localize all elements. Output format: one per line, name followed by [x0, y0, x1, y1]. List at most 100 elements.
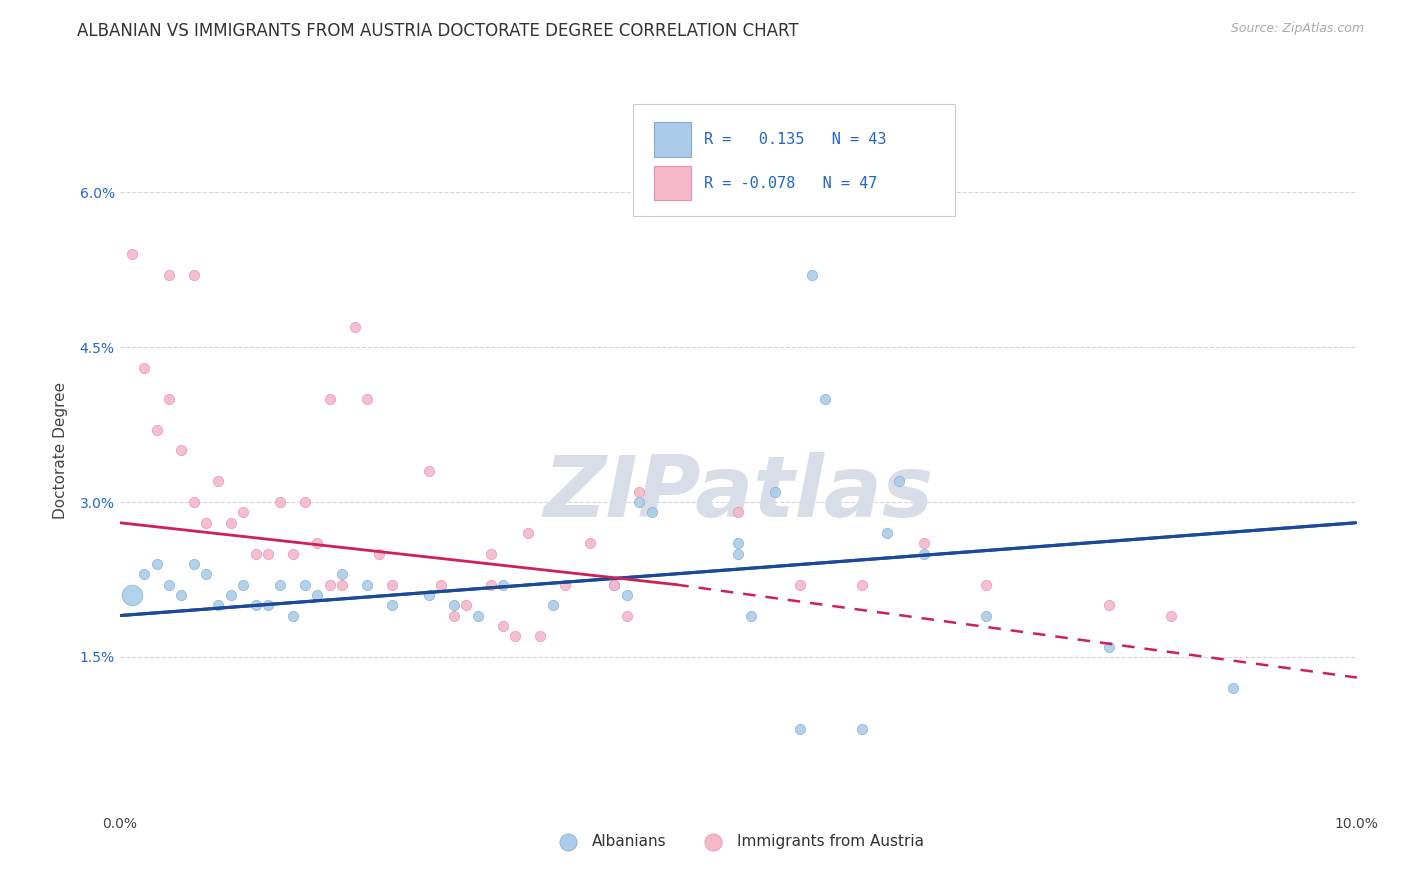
Point [454, 599, 477, 613]
Point [319, 577, 342, 591]
Y-axis label: Doctorate Degree: Doctorate Degree [53, 382, 69, 519]
Point [789, 722, 811, 736]
Point [245, 599, 267, 613]
Point [307, 536, 329, 550]
Point [763, 484, 786, 499]
Point [479, 577, 502, 591]
Point [887, 475, 910, 489]
Point [516, 526, 538, 541]
Point [368, 547, 391, 561]
Point [257, 599, 280, 613]
Point [443, 599, 465, 613]
Point [727, 547, 749, 561]
Point [603, 577, 626, 591]
Point [307, 588, 329, 602]
Point [219, 588, 242, 602]
Point [219, 516, 242, 530]
Point [269, 495, 291, 509]
Point [232, 577, 254, 591]
Point [356, 392, 378, 406]
Point [492, 577, 515, 591]
Point [121, 588, 143, 602]
Point [269, 577, 291, 591]
Point [330, 567, 353, 582]
Point [319, 392, 342, 406]
Point [443, 608, 465, 623]
Point [245, 547, 267, 561]
FancyBboxPatch shape [633, 103, 955, 216]
Point [381, 599, 404, 613]
Point [183, 495, 205, 509]
Point [851, 722, 873, 736]
Point [505, 629, 527, 643]
Point [616, 588, 638, 602]
Point [851, 577, 873, 591]
Point [616, 608, 638, 623]
Text: R =   0.135   N = 43: R = 0.135 N = 43 [703, 132, 886, 147]
Point [330, 577, 353, 591]
Point [640, 505, 662, 519]
Point [912, 536, 935, 550]
Point [207, 599, 229, 613]
Point [801, 268, 824, 282]
Point [183, 557, 205, 571]
Point [145, 557, 167, 571]
Point [876, 526, 898, 541]
Point [1098, 599, 1121, 613]
Point [294, 577, 316, 591]
Point [145, 423, 167, 437]
Point [529, 629, 551, 643]
Text: R = -0.078   N = 47: R = -0.078 N = 47 [703, 176, 877, 191]
Point [418, 588, 440, 602]
Point [294, 495, 316, 509]
Point [134, 360, 156, 375]
Point [727, 505, 749, 519]
Point [343, 319, 366, 334]
Point [479, 547, 502, 561]
Point [157, 577, 180, 591]
Point [1222, 681, 1244, 695]
Legend: Albanians, Immigrants from Austria: Albanians, Immigrants from Austria [546, 828, 931, 855]
Point [207, 475, 229, 489]
Point [356, 577, 378, 591]
Point [541, 599, 564, 613]
Text: Source: ZipAtlas.com: Source: ZipAtlas.com [1230, 22, 1364, 36]
Text: ALBANIAN VS IMMIGRANTS FROM AUSTRIA DOCTORATE DEGREE CORRELATION CHART: ALBANIAN VS IMMIGRANTS FROM AUSTRIA DOCT… [77, 22, 799, 40]
Point [281, 547, 304, 561]
Point [628, 495, 651, 509]
Point [492, 619, 515, 633]
Point [974, 608, 997, 623]
Point [170, 588, 193, 602]
Point [628, 484, 651, 499]
Point [467, 608, 489, 623]
Point [1098, 640, 1121, 654]
FancyBboxPatch shape [654, 122, 692, 157]
Point [554, 577, 576, 591]
Point [603, 577, 626, 591]
FancyBboxPatch shape [654, 166, 692, 201]
Point [851, 154, 873, 169]
Point [232, 505, 254, 519]
Point [814, 392, 837, 406]
Point [121, 247, 143, 261]
Point [157, 268, 180, 282]
Point [727, 536, 749, 550]
Point [418, 464, 440, 478]
Point [578, 536, 600, 550]
Point [170, 443, 193, 458]
Point [912, 547, 935, 561]
Point [183, 268, 205, 282]
Point [195, 567, 218, 582]
Point [257, 547, 280, 561]
Point [789, 577, 811, 591]
Point [134, 567, 156, 582]
Point [430, 577, 453, 591]
Point [740, 608, 762, 623]
Point [974, 577, 997, 591]
Point [195, 516, 218, 530]
Point [281, 608, 304, 623]
Point [381, 577, 404, 591]
Point [1160, 608, 1182, 623]
Point [157, 392, 180, 406]
Text: ZIPatlas: ZIPatlas [543, 452, 934, 535]
